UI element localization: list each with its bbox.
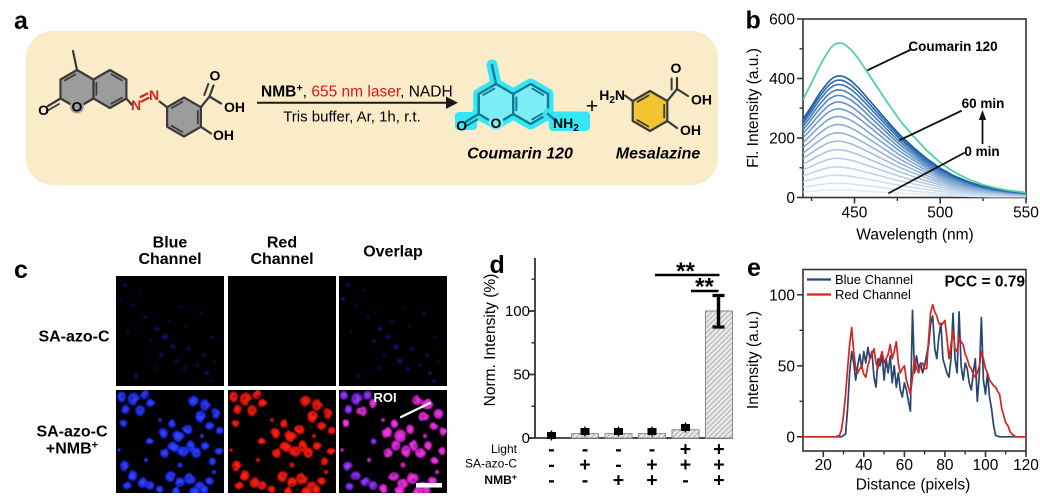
svg-text:a: a [14,7,29,35]
svg-text:-: - [615,439,622,461]
svg-text:40: 40 [855,457,873,474]
svg-text:Wavelength (nm): Wavelength (nm) [856,227,973,244]
svg-text:+: + [646,454,657,476]
svg-text:-: - [582,439,589,461]
svg-text:OH: OH [691,92,712,108]
svg-text:+: + [613,470,624,492]
svg-text:SA-azo-C: SA-azo-C [36,424,108,441]
svg-text:0: 0 [522,430,530,447]
svg-text:-: - [582,470,589,492]
svg-text:Blue: Blue [153,235,188,252]
svg-text:**: ** [695,274,714,301]
svg-text:Channel: Channel [138,251,201,268]
svg-text:-: - [548,439,555,461]
svg-text:+: + [713,470,724,492]
svg-text:100: 100 [505,303,530,320]
svg-text:120: 120 [1013,457,1039,474]
svg-text:Overlap: Overlap [363,244,423,261]
svg-text:c: c [14,256,28,284]
svg-text:O: O [491,115,502,131]
svg-text:450: 450 [842,205,868,222]
svg-text:100: 100 [769,287,795,304]
svg-text:Distance (pixels): Distance (pixels) [856,477,971,494]
svg-text:Light: Light [491,442,518,456]
svg-text:+: + [680,439,691,461]
svg-text:NMB+: NMB+ [484,472,517,487]
svg-text:100: 100 [973,457,999,474]
svg-text:SA-azo-C: SA-azo-C [465,457,517,471]
svg-text:OH: OH [213,127,234,143]
svg-text:+: + [646,470,657,492]
svg-text:+: + [713,439,724,461]
svg-text:NH2: NH2 [553,115,579,134]
svg-text:SA-azo-C: SA-azo-C [38,329,110,346]
svg-text:+NMB+: +NMB+ [46,440,98,458]
svg-text:20: 20 [815,457,833,474]
svg-text:b: b [746,7,761,35]
svg-text:Norm. Intensity (%): Norm. Intensity (%) [482,274,499,407]
svg-text:50: 50 [778,358,796,375]
svg-text:+: + [579,454,590,476]
svg-text:PCC = 0.79: PCC = 0.79 [944,274,1025,291]
svg-text:ROI: ROI [373,390,396,405]
svg-text:Coumarin 120: Coumarin 120 [908,39,997,54]
svg-text:OH: OH [680,122,701,138]
svg-text:0 min: 0 min [964,144,999,159]
svg-text:-: - [682,470,689,492]
svg-text:-: - [548,470,555,492]
svg-text:Tris buffer, Ar, 1h, r.t.: Tris buffer, Ar, 1h, r.t. [283,109,421,126]
svg-text:0: 0 [786,429,795,446]
svg-text:0: 0 [786,190,795,207]
svg-text:Red Channel: Red Channel [835,287,911,302]
svg-text:Blue Channel: Blue Channel [835,272,913,287]
svg-text:O: O [72,99,83,115]
svg-text:Red: Red [267,235,297,252]
svg-text:Channel: Channel [250,251,313,268]
svg-text:+: + [680,454,691,476]
svg-text:OH: OH [224,99,245,115]
svg-text:-: - [615,454,622,476]
svg-text:N: N [131,97,141,113]
svg-text:60 min: 60 min [962,96,1005,111]
svg-text:550: 550 [1013,205,1039,222]
svg-text:O: O [38,102,49,118]
svg-text:-: - [649,439,656,461]
svg-text:+: + [586,95,598,118]
svg-text:H2N: H2N [599,87,625,106]
svg-text:Mesalazine: Mesalazine [616,146,701,163]
svg-text:-: - [548,454,555,476]
svg-text:e: e [747,254,761,282]
svg-text:O: O [456,118,467,134]
svg-text:200: 200 [769,131,795,148]
svg-text:80: 80 [936,457,954,474]
svg-text:50: 50 [513,367,530,384]
svg-text:NMB+, 655 nm laser, NADH: NMB+, 655 nm laser, NADH [261,83,453,101]
svg-text:N: N [149,87,159,103]
svg-text:Intensity (a.u.): Intensity (a.u.) [745,311,762,409]
svg-text:**: ** [676,258,695,285]
svg-text:400: 400 [769,71,795,88]
svg-text:O: O [210,68,221,84]
svg-text:+: + [713,454,724,476]
svg-text:O: O [671,60,682,76]
svg-text:Fl. Intensity (a.u.): Fl. Intensity (a.u.) [745,48,762,168]
svg-text:500: 500 [927,205,953,222]
svg-text:600: 600 [769,12,795,29]
svg-text:Coumarin 120: Coumarin 120 [467,146,573,163]
svg-text:d: d [490,251,505,279]
svg-text:60: 60 [896,457,914,474]
